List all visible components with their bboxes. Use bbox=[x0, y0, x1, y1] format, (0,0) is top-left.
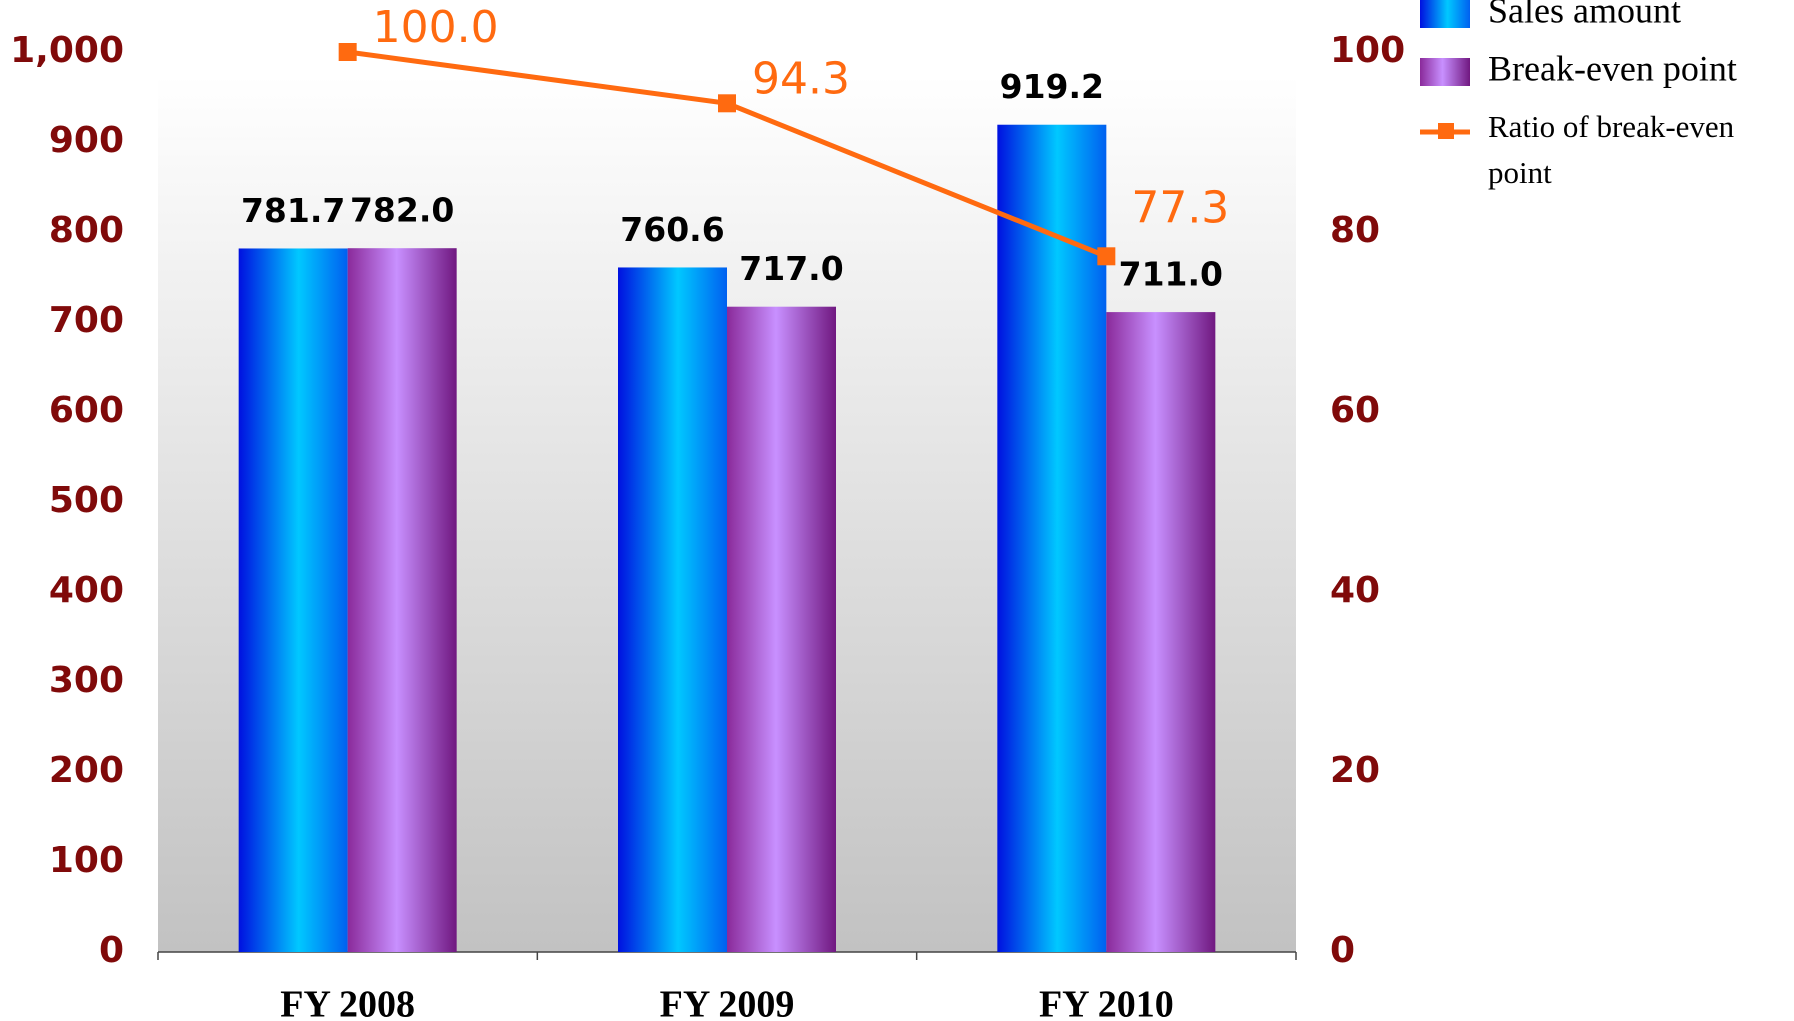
y2-tick-label: 60 bbox=[1330, 390, 1380, 431]
legend-label: Sales amount bbox=[1488, 0, 1681, 30]
data-label: 717.0 bbox=[739, 249, 843, 288]
data-label: 94.3 bbox=[752, 53, 850, 104]
bar bbox=[618, 267, 727, 953]
y-tick-label: 300 bbox=[49, 660, 124, 701]
bar bbox=[997, 124, 1107, 953]
data-label: 77.3 bbox=[1131, 182, 1229, 233]
y-tick-label: 700 bbox=[49, 300, 124, 341]
y2-tick-label: 80 bbox=[1330, 210, 1380, 251]
data-label: 781.7 bbox=[241, 191, 345, 230]
y-tick-label: 0 bbox=[99, 930, 124, 971]
x-tick-label: FY 2010 bbox=[1039, 984, 1174, 1021]
data-label: 711.0 bbox=[1119, 255, 1223, 294]
y-tick-label: 800 bbox=[49, 210, 124, 251]
bar bbox=[238, 248, 348, 953]
y2-tick-label: 20 bbox=[1330, 750, 1380, 791]
legend-swatch bbox=[1420, 58, 1470, 86]
y2-tick-label: 0 bbox=[1330, 930, 1355, 971]
y-tick-label: 600 bbox=[49, 390, 124, 431]
y-tick-label: 500 bbox=[49, 480, 124, 521]
data-label: 782.0 bbox=[350, 191, 454, 230]
y-tick-label: 200 bbox=[49, 750, 124, 791]
legend-label: Break-even point bbox=[1488, 48, 1737, 88]
y2-tick-label: 100 bbox=[1330, 30, 1405, 71]
y-tick-label: 100 bbox=[49, 840, 124, 881]
y-tick-label: 1,000 bbox=[10, 30, 124, 71]
legend-swatch bbox=[1420, 0, 1470, 28]
legend-label: Ratio of break-even point bbox=[1488, 109, 1735, 190]
data-label: 919.2 bbox=[1000, 67, 1104, 106]
data-label: 100.0 bbox=[373, 2, 499, 53]
bar bbox=[727, 306, 836, 952]
bar bbox=[347, 248, 457, 952]
legend-marker bbox=[1438, 123, 1454, 139]
bar bbox=[1106, 312, 1216, 953]
line-marker bbox=[718, 94, 736, 113]
line-marker bbox=[338, 43, 357, 61]
x-tick-label: FY 2008 bbox=[280, 984, 415, 1021]
y-tick-label: 400 bbox=[49, 570, 124, 611]
x-tick-label: FY 2009 bbox=[660, 984, 795, 1021]
y2-tick-label: 40 bbox=[1330, 570, 1380, 611]
line-marker bbox=[1097, 247, 1116, 266]
data-label: 760.6 bbox=[620, 210, 724, 249]
y-tick-label: 900 bbox=[49, 120, 124, 161]
